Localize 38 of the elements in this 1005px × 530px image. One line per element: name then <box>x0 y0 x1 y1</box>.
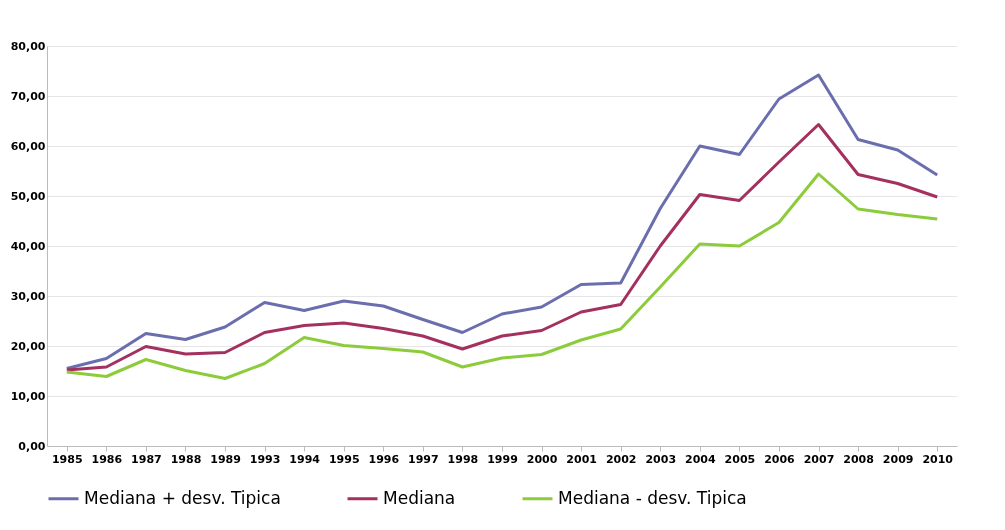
x-tick-label: 2009 <box>882 452 914 466</box>
x-tick-label: 1989 <box>210 452 241 466</box>
x-tick-label: 2008 <box>843 452 874 466</box>
x-tick-label: 1996 <box>368 452 400 466</box>
x-tick-label: 2001 <box>566 452 597 466</box>
line-series <box>65 172 939 380</box>
x-tick-label: 1998 <box>447 452 479 466</box>
x-tick-label: 1986 <box>91 452 123 466</box>
x-tick-label: 2010 <box>922 452 954 466</box>
x-tick-label: 1987 <box>131 452 162 466</box>
x-tick-label: 1997 <box>408 452 439 466</box>
legend-label: Mediana + desv. Tipica <box>84 487 281 508</box>
x-tick-label: 2006 <box>764 452 796 466</box>
y-tick-label: 30,00 <box>10 289 46 303</box>
y-tick-label: 40,00 <box>10 239 46 253</box>
x-tick-label: 1985 <box>51 452 83 466</box>
x-tick-label: 2004 <box>685 452 716 466</box>
x-tick-label: 1988 <box>170 452 202 466</box>
x-tick-label: 2002 <box>605 452 637 466</box>
y-tick-label: 50,00 <box>10 189 46 203</box>
x-tick-label: 2005 <box>724 452 756 466</box>
line-series <box>65 73 939 370</box>
x-tick-label: 2003 <box>645 452 677 466</box>
x-tick-label: 1994 <box>289 452 321 466</box>
legend-label: Mediana - desv. Tipica <box>558 487 747 508</box>
x-tick-label: 1993 <box>249 452 281 466</box>
x-tick-label: 2000 <box>526 452 558 466</box>
x-tick-label: 1999 <box>487 452 518 466</box>
y-tick-label: 70,00 <box>10 89 46 103</box>
x-tick-label: 2007 <box>803 452 835 466</box>
y-tick-label: 10,00 <box>10 389 46 403</box>
y-tick-label: 20,00 <box>10 339 46 353</box>
legend-label: Mediana <box>383 487 456 508</box>
x-tick-label: 1995 <box>328 452 360 466</box>
line-series <box>65 123 939 372</box>
y-tick-label: 80,00 <box>10 39 46 53</box>
y-tick-label: 0,00 <box>18 439 46 453</box>
y-tick-label: 60,00 <box>10 139 46 153</box>
